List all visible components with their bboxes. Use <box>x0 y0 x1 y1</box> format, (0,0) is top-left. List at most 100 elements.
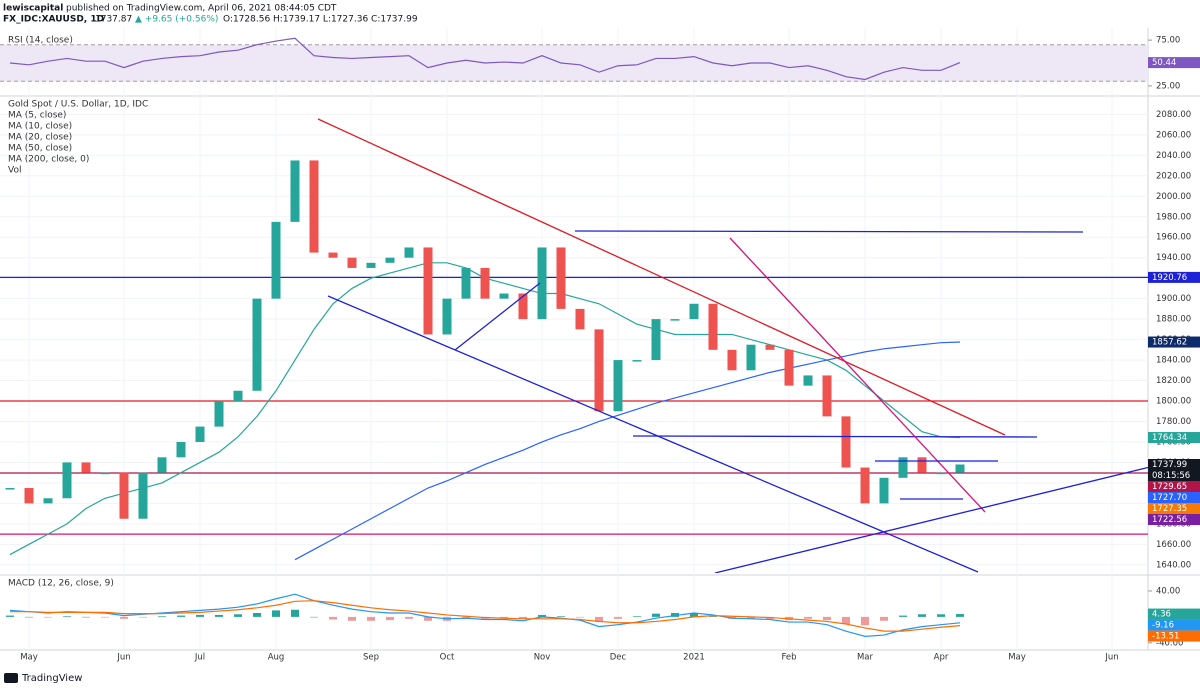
price-tag <box>1148 271 1200 283</box>
histogram-bar <box>367 616 375 621</box>
price-tag <box>1148 432 1200 444</box>
histogram-bar <box>880 616 888 621</box>
candle <box>271 221 281 299</box>
candle <box>708 303 718 350</box>
candle <box>632 360 642 362</box>
y-tick-label: 1820.00 <box>1156 376 1191 386</box>
price-tag <box>1148 513 1200 525</box>
histogram-bar <box>747 616 755 619</box>
y-tick-label: 25.00 <box>1156 81 1180 91</box>
y-tick-label: 2020.00 <box>1156 171 1191 181</box>
histogram-bar <box>6 615 14 617</box>
candle <box>860 467 870 504</box>
pane-title: MACD (12, 26, close, 9) <box>8 579 114 589</box>
published: published on TradingView.com, April 06, … <box>66 4 337 14</box>
candle <box>404 247 414 258</box>
change: ▲ +9.65 (+0.56%) <box>135 15 218 25</box>
histogram-bar <box>842 616 850 625</box>
histogram-bar <box>690 613 698 617</box>
histogram-bar <box>405 616 413 619</box>
y-tick-label: -40.00 <box>1156 638 1183 648</box>
candle <box>651 319 661 361</box>
histogram-bar <box>234 614 242 617</box>
y-tick-label: 1800.00 <box>1156 397 1191 407</box>
grid: May Jun Jul Aug Sep Oct Nov Dec 2021 Feb Mar Apr May… <box>0 28 1191 663</box>
last-price: 1737.87 <box>95 15 132 25</box>
candle <box>537 247 547 320</box>
histogram-bar <box>177 615 185 617</box>
histogram-bar <box>595 616 603 623</box>
legend-entry: MA (10, close) <box>8 122 72 132</box>
pane-title: Gold Spot / U.S. Dollar, 1D, IDC <box>8 100 148 110</box>
pane-title: RSI (14, close) <box>8 36 73 46</box>
x-tick-label: Aug <box>268 653 285 663</box>
trend-line <box>574 230 1084 233</box>
price-tag <box>1148 336 1200 348</box>
brand: TradingView <box>21 673 82 684</box>
trend-line <box>327 295 979 573</box>
x-tick-label: Dec <box>610 653 627 663</box>
candle <box>385 257 395 263</box>
candle <box>499 293 509 299</box>
histogram-bar <box>652 613 660 617</box>
price-tag <box>1148 608 1200 620</box>
x-tick-label: Apr <box>934 653 949 663</box>
candle <box>176 441 186 458</box>
series-line <box>9 593 961 637</box>
candle <box>898 457 908 478</box>
y-tick-label: 1900.00 <box>1156 294 1191 304</box>
price-tag-label: 1727.35 <box>1152 504 1187 514</box>
histogram-bar <box>291 609 299 617</box>
histogram-bar <box>424 616 432 621</box>
histogram-bar <box>804 616 812 619</box>
footer: TradingView <box>4 673 82 684</box>
rsi-band <box>0 44 1148 82</box>
histogram-bar <box>519 616 527 619</box>
price-tag <box>1148 469 1200 481</box>
y-tick-label: 2080.00 <box>1156 110 1191 120</box>
price-tag-label: 4.36 <box>1152 610 1171 620</box>
trend-line <box>729 237 986 513</box>
price-tag <box>1148 480 1200 492</box>
price-tag-label: 1722.56 <box>1152 515 1187 525</box>
legend-entry: MA (200, close, 0) <box>8 155 89 165</box>
histogram-bar <box>215 614 223 617</box>
x-tick-label: Mar <box>857 653 874 663</box>
trend-line <box>714 466 1148 573</box>
drawings <box>317 118 1148 573</box>
price-tag <box>1148 57 1200 69</box>
candle <box>214 401 224 427</box>
price-tags: 1920.76 1857.62 1764.34 1737.9908:15:561729… <box>1148 57 1200 642</box>
x-tick-label: Jun <box>116 653 130 663</box>
candle <box>518 293 528 320</box>
candle <box>480 267 490 299</box>
y-tick-label: 1780.00 <box>1156 417 1191 427</box>
candle <box>822 375 832 417</box>
price-tag <box>1148 619 1200 631</box>
x-tick-label: Sep <box>363 653 379 663</box>
candle <box>252 298 262 391</box>
candle <box>917 457 927 473</box>
histogram-bar <box>576 616 584 618</box>
series-line <box>9 37 961 81</box>
price-tag-label: 1727.70 <box>1152 493 1187 503</box>
trend-line <box>454 282 541 351</box>
candle <box>765 344 775 350</box>
candle <box>157 457 167 473</box>
histogram-bar <box>386 616 394 621</box>
price-tag-label: -9.16 <box>1152 621 1174 631</box>
y-tick-label: 1940.00 <box>1156 253 1191 263</box>
y-tick-label: 1960.00 <box>1156 233 1191 243</box>
price-tag-label: 1857.62 <box>1152 338 1187 348</box>
candle <box>746 344 756 371</box>
candle <box>100 472 110 475</box>
author: lewiscapital <box>3 4 63 14</box>
x-tick-label: Jun <box>1104 653 1118 663</box>
histogram-bar <box>158 616 166 617</box>
histogram-bar <box>348 616 356 621</box>
x-tick-label: Nov <box>534 653 551 663</box>
candle <box>594 329 604 412</box>
y-tick-label: 2000.00 <box>1156 192 1191 202</box>
y-tick-label: 1980.00 <box>1156 212 1191 222</box>
candle <box>936 472 946 475</box>
